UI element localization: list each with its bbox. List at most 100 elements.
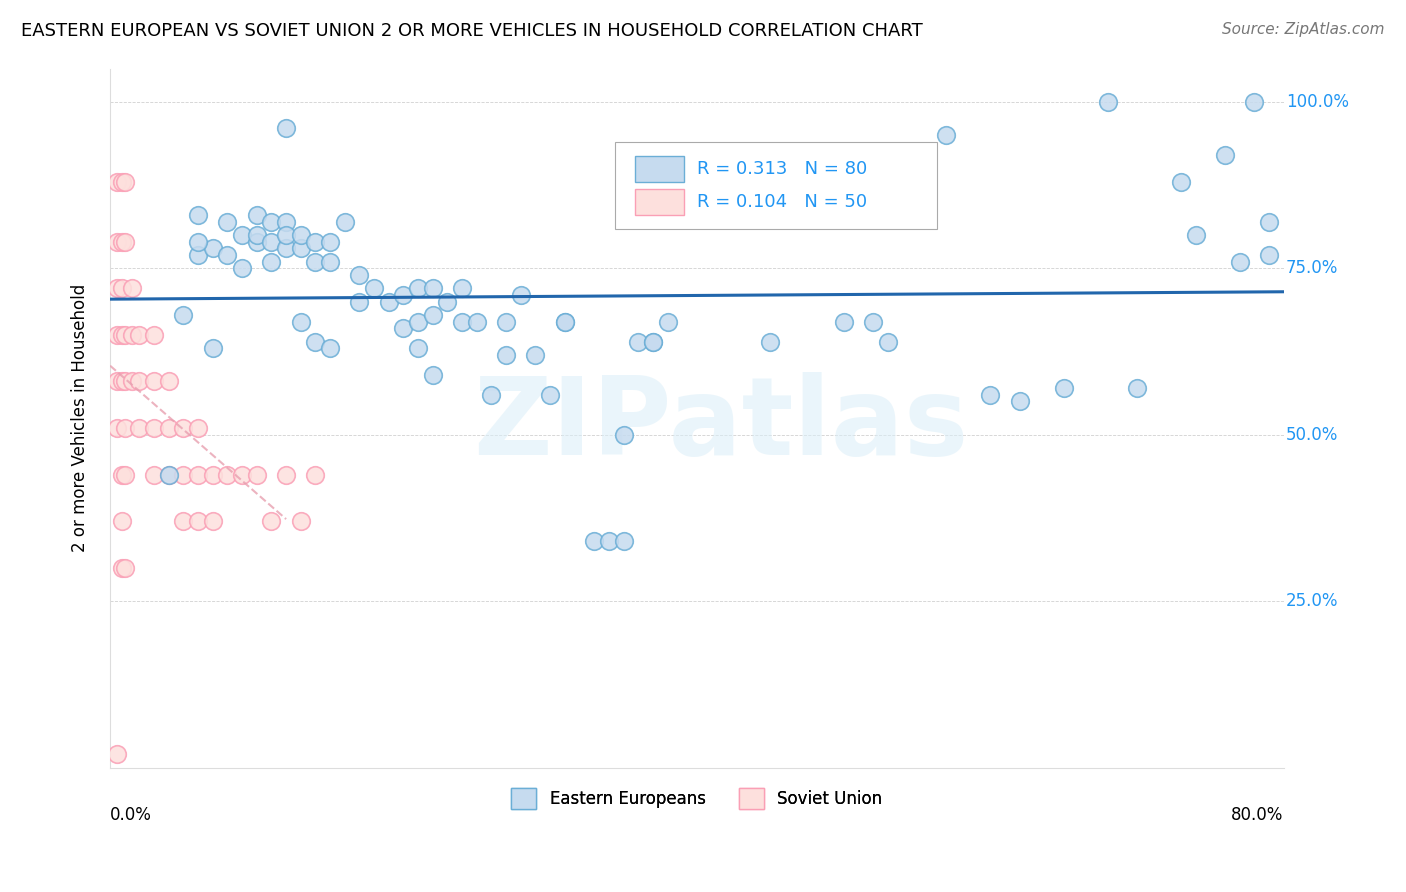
Point bbox=[465, 314, 488, 328]
Point bbox=[1052, 381, 1074, 395]
Text: Source: ZipAtlas.com: Source: ZipAtlas.com bbox=[1222, 22, 1385, 37]
Point bbox=[187, 235, 209, 249]
Point bbox=[107, 235, 129, 249]
Point bbox=[187, 208, 209, 222]
Point bbox=[172, 421, 194, 435]
Text: 100.0%: 100.0% bbox=[1286, 93, 1348, 111]
Text: 50.0%: 50.0% bbox=[1286, 425, 1339, 443]
Point bbox=[114, 561, 136, 575]
Point bbox=[290, 227, 312, 242]
Point bbox=[1258, 248, 1281, 262]
Point bbox=[290, 241, 312, 255]
Point bbox=[349, 294, 371, 309]
Point bbox=[246, 208, 269, 222]
Text: 75.0%: 75.0% bbox=[1286, 260, 1339, 277]
Point bbox=[201, 467, 224, 482]
Point bbox=[304, 235, 326, 249]
Point bbox=[392, 321, 415, 335]
Point bbox=[187, 421, 209, 435]
Point bbox=[143, 421, 166, 435]
Point bbox=[274, 227, 297, 242]
Point bbox=[406, 314, 429, 328]
Text: R = 0.313   N = 80: R = 0.313 N = 80 bbox=[697, 161, 868, 178]
Point bbox=[1008, 394, 1031, 409]
Point bbox=[111, 235, 134, 249]
Point bbox=[1184, 227, 1206, 242]
Point bbox=[172, 467, 194, 482]
Point bbox=[319, 341, 342, 355]
Point bbox=[319, 254, 342, 268]
Point bbox=[231, 467, 253, 482]
Point bbox=[157, 467, 180, 482]
Point bbox=[1126, 381, 1149, 395]
Point bbox=[111, 175, 134, 189]
Text: EASTERN EUROPEAN VS SOVIET UNION 2 OR MORE VEHICLES IN HOUSEHOLD CORRELATION CHA: EASTERN EUROPEAN VS SOVIET UNION 2 OR MO… bbox=[21, 22, 922, 40]
Point bbox=[862, 314, 884, 328]
Point bbox=[1213, 148, 1236, 162]
Point bbox=[495, 348, 517, 362]
Point bbox=[1229, 254, 1251, 268]
Point bbox=[201, 341, 224, 355]
Point bbox=[107, 421, 129, 435]
Point bbox=[274, 121, 297, 136]
Point bbox=[114, 467, 136, 482]
Point bbox=[121, 327, 143, 342]
Point bbox=[111, 514, 134, 528]
Point bbox=[231, 261, 253, 276]
Point bbox=[274, 241, 297, 255]
Text: ZIPatlas: ZIPatlas bbox=[472, 372, 967, 478]
Point bbox=[217, 467, 239, 482]
Point bbox=[231, 227, 253, 242]
Point bbox=[114, 175, 136, 189]
Legend: Eastern Europeans, Soviet Union: Eastern Europeans, Soviet Union bbox=[505, 781, 889, 815]
Point bbox=[657, 314, 679, 328]
FancyBboxPatch shape bbox=[614, 142, 938, 229]
Point bbox=[554, 314, 576, 328]
Point bbox=[1243, 95, 1265, 109]
Point bbox=[143, 327, 166, 342]
Point bbox=[319, 235, 342, 249]
Point bbox=[876, 334, 898, 349]
Point bbox=[111, 467, 134, 482]
Point bbox=[187, 514, 209, 528]
Text: 0.0%: 0.0% bbox=[110, 806, 152, 824]
Point bbox=[201, 241, 224, 255]
Point bbox=[392, 288, 415, 302]
Point bbox=[554, 314, 576, 328]
Point bbox=[304, 334, 326, 349]
Point bbox=[598, 534, 620, 549]
Point bbox=[246, 227, 269, 242]
Point bbox=[349, 268, 371, 282]
Point bbox=[1258, 215, 1281, 229]
Point bbox=[1097, 95, 1119, 109]
Point bbox=[524, 348, 547, 362]
Point bbox=[422, 281, 444, 295]
Point bbox=[157, 467, 180, 482]
Point bbox=[107, 281, 129, 295]
Point bbox=[641, 334, 664, 349]
Point bbox=[143, 467, 166, 482]
Point bbox=[111, 561, 134, 575]
Point bbox=[172, 514, 194, 528]
Point bbox=[627, 334, 650, 349]
Point bbox=[422, 368, 444, 382]
Point bbox=[274, 467, 297, 482]
Point bbox=[406, 281, 429, 295]
Point bbox=[436, 294, 458, 309]
Point bbox=[274, 215, 297, 229]
Point bbox=[128, 375, 150, 389]
Point bbox=[172, 308, 194, 322]
Point bbox=[246, 467, 269, 482]
Point bbox=[538, 388, 561, 402]
Point bbox=[121, 281, 143, 295]
Point bbox=[979, 388, 1001, 402]
Point bbox=[451, 314, 474, 328]
Point bbox=[128, 421, 150, 435]
Point bbox=[583, 534, 606, 549]
Point bbox=[333, 215, 356, 229]
Point bbox=[406, 341, 429, 355]
Point bbox=[935, 128, 957, 142]
Y-axis label: 2 or more Vehicles in Household: 2 or more Vehicles in Household bbox=[72, 284, 89, 552]
Point bbox=[201, 514, 224, 528]
Point bbox=[304, 254, 326, 268]
